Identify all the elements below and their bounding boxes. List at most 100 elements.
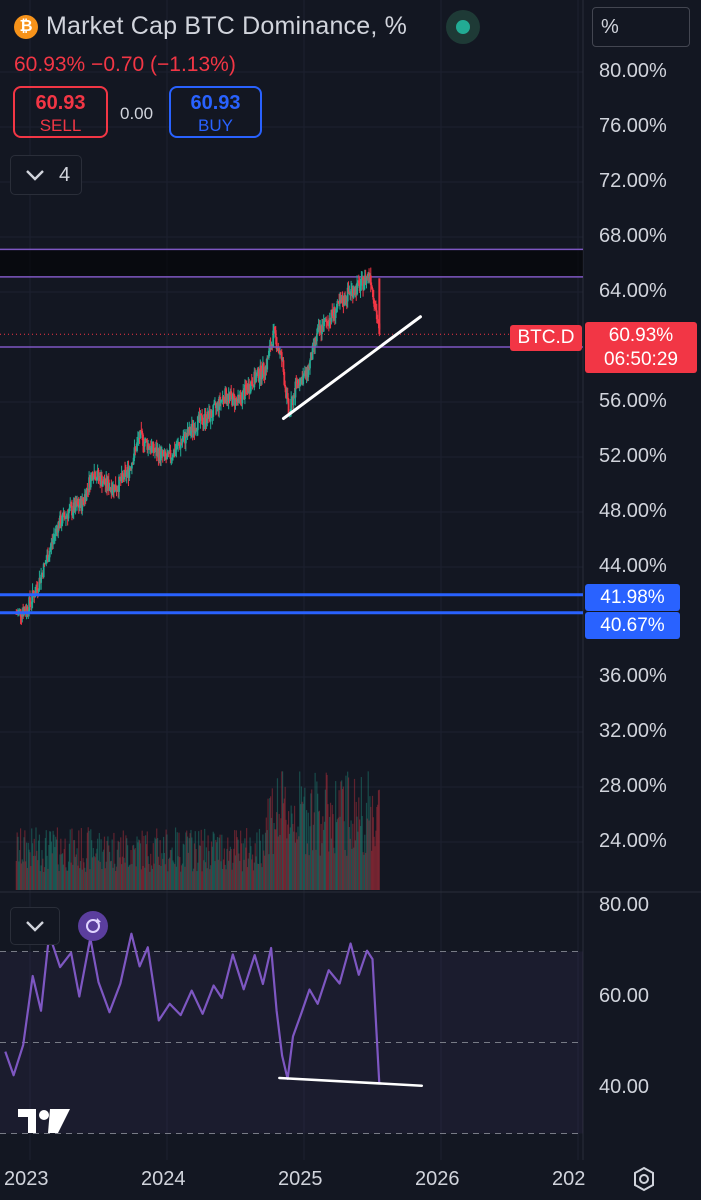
price-tick-label: 36.00%: [599, 665, 667, 687]
candle-body: [261, 377, 263, 380]
volume-bar: [293, 805, 296, 890]
candle-body: [251, 384, 254, 386]
candle-body: [244, 384, 247, 389]
volume-bar: [119, 857, 121, 890]
candle-body: [371, 288, 374, 290]
candle-body: [61, 514, 64, 524]
volume-bar: [44, 837, 47, 890]
volume-bar: [93, 856, 95, 890]
candle-body: [181, 441, 184, 444]
buy-button[interactable]: 60.93 BUY: [169, 86, 262, 138]
candle-body: [267, 357, 269, 359]
volume-bar: [369, 796, 371, 890]
volume-bar: [58, 871, 60, 890]
rsi-replay-glyph: [86, 918, 101, 933]
scale-mode-button[interactable]: %: [592, 7, 690, 47]
candle-body: [97, 469, 100, 478]
candle-body: [241, 392, 244, 404]
indicators-toggle-button[interactable]: 4: [10, 155, 82, 195]
candle-body: [292, 395, 295, 406]
volume-bar: [300, 786, 303, 890]
volume-bar: [199, 845, 201, 890]
rsi-collapse-button[interactable]: [10, 907, 60, 945]
volume-bar: [192, 868, 195, 890]
volume-bar: [150, 853, 152, 890]
volume-bar: [226, 848, 228, 890]
volume-bar: [262, 834, 264, 890]
volume-bar: [22, 861, 24, 890]
volume-bar: [76, 848, 78, 890]
candle-body: [356, 282, 358, 295]
candle-body: [234, 398, 237, 406]
candle-body: [220, 399, 223, 401]
volume-bar: [251, 859, 253, 890]
volume-bar: [83, 862, 85, 890]
candle-body: [287, 398, 290, 415]
volume-bar: [281, 771, 284, 890]
candle-body: [171, 457, 174, 459]
volume-bar: [253, 862, 255, 890]
volume-bar: [85, 871, 87, 890]
volume-bar: [101, 868, 103, 890]
candle-body: [67, 511, 70, 519]
volume-bar: [92, 848, 94, 890]
volume-bar: [273, 822, 275, 890]
volume-bar: [79, 868, 81, 890]
candle-body: [350, 289, 352, 295]
volume-bar: [326, 775, 328, 890]
candle-body: [20, 616, 23, 618]
volume-bar: [267, 798, 269, 890]
live-status-icon[interactable]: [446, 10, 480, 44]
volume-bar: [246, 867, 249, 890]
candle-body: [359, 285, 362, 291]
volume-bar: [250, 846, 252, 890]
candle-body: [237, 394, 239, 402]
rsi-replay-icon[interactable]: [78, 911, 108, 941]
volume-bar: [192, 871, 194, 890]
volume-bar: [168, 857, 171, 890]
candle-body: [362, 277, 364, 290]
candle-body: [200, 413, 203, 416]
volume-bar: [124, 862, 126, 890]
trendlines: [281, 315, 422, 420]
candle-body: [264, 366, 267, 376]
volume-bar: [89, 869, 91, 890]
volume-bar: [78, 830, 80, 890]
candle-body: [52, 539, 55, 543]
sell-button[interactable]: 60.93 SELL: [13, 86, 108, 138]
candle-body: [169, 449, 172, 459]
volume-bar: [295, 832, 297, 890]
volume-bar: [165, 829, 167, 890]
volume-bar: [98, 833, 100, 890]
candle-body: [70, 505, 72, 507]
volume-bar: [18, 861, 20, 890]
volume-bar: [142, 865, 144, 890]
candle-body: [215, 405, 218, 409]
volume-bar: [315, 849, 317, 890]
volume-bar: [117, 840, 119, 890]
candle-body: [351, 288, 354, 298]
candle-body: [94, 471, 96, 480]
volume-bar: [166, 834, 168, 890]
volume-bar: [91, 857, 94, 890]
volume-bar: [61, 853, 64, 890]
volume-bar: [46, 855, 48, 890]
candle-body: [330, 309, 333, 322]
volume-bar: [371, 795, 374, 890]
settings-gear-icon[interactable]: [631, 1166, 657, 1197]
volume-bar: [67, 870, 69, 890]
volume-bar: [156, 838, 159, 890]
volume-bar: [217, 859, 219, 890]
volume-bar: [331, 805, 333, 890]
candle-body: [118, 476, 120, 492]
candle-body: [51, 542, 54, 544]
candle-body: [92, 477, 95, 480]
candle-body: [272, 330, 275, 348]
buy-price: 60.93: [190, 92, 241, 114]
volume-bar: [179, 857, 181, 890]
volume-bar: [378, 789, 380, 890]
volume-bar: [127, 866, 130, 890]
volume-bar: [182, 843, 184, 890]
candle-body: [248, 383, 251, 393]
